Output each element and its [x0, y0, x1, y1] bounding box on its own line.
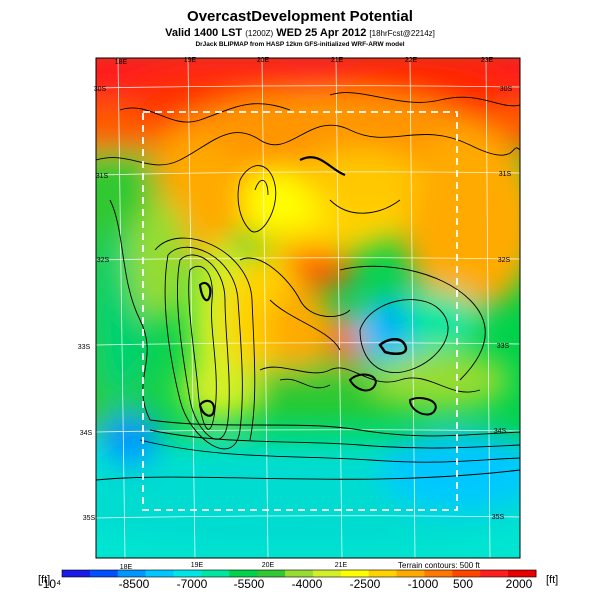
- colorbar-tick-label: -7000: [176, 577, 208, 591]
- lon-label-bottom: 19E: [191, 562, 204, 569]
- lat-label-left: 32S: [97, 257, 110, 264]
- colorbar-tick-label: -2500: [349, 577, 381, 591]
- colorbar-tick-label: -8500: [118, 577, 150, 591]
- lat-label-right: 30S: [500, 86, 513, 93]
- terrain-contours: [96, 92, 520, 481]
- lon-label-bottom: 20E: [262, 562, 275, 569]
- color-field: [96, 58, 520, 558]
- colorbar-tick-label: -4000: [291, 577, 323, 591]
- colorbar-swatch: [396, 570, 425, 577]
- lat-label-left: 33S: [78, 344, 91, 351]
- lat-label-right: 33S: [497, 343, 510, 350]
- lat-label-left: 34S: [80, 430, 93, 437]
- valid-date: WED 25 Apr 2012: [276, 27, 367, 39]
- colorbar-swatch: [173, 570, 202, 577]
- colorbar-swatch: [452, 570, 481, 577]
- colorbar-swatch: [145, 570, 175, 577]
- lat-label-left: 30S: [94, 86, 107, 93]
- colorbar-unit-left: [ft]: [38, 574, 51, 586]
- colorbar-swatch: [257, 570, 286, 577]
- colorbar-swatch: [285, 570, 314, 577]
- colorbar-tick-label: 500: [452, 577, 474, 591]
- colorbar-tick-label: 2000: [505, 577, 533, 591]
- colorbar-swatch: [340, 570, 370, 577]
- colorbar-swatch: [89, 570, 119, 577]
- colorbar-swatch: [480, 570, 509, 577]
- zulu-time: (1200Z): [245, 29, 274, 38]
- colorbar-unit-right: [ft]: [546, 574, 559, 586]
- colorbar-swatch: [229, 570, 258, 577]
- colorbar-swatch: [424, 570, 453, 577]
- graticule: [96, 58, 520, 558]
- colorbar-tick-label: -10⁴: [38, 577, 62, 591]
- terrain-note: Terrain contours: 500 ft: [398, 561, 480, 570]
- lat-label-left: 35S: [83, 515, 96, 522]
- map-title: OvercastDevelopment Potential: [187, 8, 413, 25]
- lon-label-top: 21E: [331, 57, 344, 64]
- lat-label-left: 31S: [96, 173, 109, 180]
- valid-time: Valid 1400 LST: [165, 27, 243, 39]
- lat-label-right: 32S: [498, 257, 511, 264]
- colorbar: [61, 569, 537, 578]
- colorbar-swatch: [62, 570, 91, 577]
- colorbar-tick-label: -1000: [407, 577, 439, 591]
- forecast-info: [18hrFcst@2214z]: [369, 29, 435, 38]
- colorbar-swatch: [201, 570, 230, 577]
- lon-label-bottom: 21E: [335, 562, 348, 569]
- lon-label-top: 18E: [115, 59, 128, 66]
- lat-label-right: 34S: [494, 428, 507, 435]
- lon-label-bottom: 18E: [120, 564, 133, 571]
- colorbar-border: [61, 569, 537, 578]
- colorbar-swatch: [508, 570, 537, 577]
- model-credit: DrJack BLIPMAP from HASP 12km GFS-initia…: [195, 41, 405, 48]
- colorbar-swatch: [312, 570, 342, 577]
- colorbar-swatch: [117, 570, 147, 577]
- lon-label-top: 20E: [257, 57, 270, 64]
- lon-label-top: 23E: [481, 57, 494, 64]
- domain-boundary: [142, 111, 458, 511]
- lon-label-top: 22E: [405, 57, 418, 64]
- map-subtitle: Valid 1400 LST (1200Z) WED 25 Apr 2012 […: [0, 27, 600, 39]
- lat-label-right: 35S: [492, 514, 505, 521]
- colorbar-tick-label: -5500: [233, 577, 265, 591]
- map-border: [95, 57, 521, 559]
- lat-label-right: 31S: [499, 171, 512, 178]
- lon-label-top: 19E: [184, 57, 197, 64]
- colorbar-swatch: [368, 570, 398, 577]
